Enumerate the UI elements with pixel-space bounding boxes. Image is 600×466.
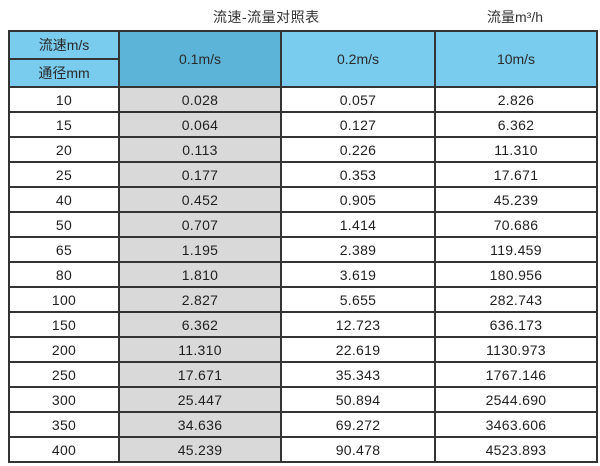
value-cell: 1.414: [280, 211, 436, 238]
value-cell: 90.478: [280, 436, 436, 463]
header-col-0.2ms: 0.2m/s: [280, 30, 436, 88]
value-cell: 11.310: [434, 136, 598, 163]
diameter-cell: 200: [8, 336, 120, 363]
value-cell: 0.177: [118, 161, 282, 188]
value-cell: 282.743: [434, 286, 598, 313]
table-row: 300 25.447 50.894 2544.690: [8, 386, 598, 413]
diameter-cell: 250: [8, 361, 120, 388]
table-row: 350 34.636 69.272 3463.606: [8, 411, 598, 438]
value-cell: 0.905: [280, 186, 436, 213]
caption-bar: 流速-流量对照表 流量m³/h: [0, 0, 600, 30]
diameter-cell: 50: [8, 211, 120, 238]
value-cell: 2.827: [118, 286, 282, 313]
value-cell: 1.810: [118, 261, 282, 288]
value-cell: 69.272: [280, 411, 436, 438]
value-cell: 1767.146: [434, 361, 598, 388]
table-row: 25 0.177 0.353 17.671: [8, 161, 598, 188]
value-cell: 0.353: [280, 161, 436, 188]
value-cell: 6.362: [118, 311, 282, 338]
diameter-cell: 20: [8, 136, 120, 163]
value-cell: 34.636: [118, 411, 282, 438]
flow-rate-table: 流速m/s 0.1m/s 0.2m/s 10m/s 通径mm 10 0.028 …: [8, 30, 598, 463]
value-cell: 70.686: [434, 211, 598, 238]
table-body: 10 0.028 0.057 2.826 15 0.064 0.127 6.36…: [8, 86, 598, 463]
value-cell: 2.826: [434, 86, 598, 113]
value-cell: 17.671: [118, 361, 282, 388]
value-cell: 0.064: [118, 111, 282, 138]
value-cell: 0.028: [118, 86, 282, 113]
corner-cell-diameter: 通径mm: [8, 58, 120, 88]
value-cell: 636.173: [434, 311, 598, 338]
value-cell: 5.655: [280, 286, 436, 313]
header-col-10ms: 10m/s: [434, 30, 598, 88]
value-cell: 180.956: [434, 261, 598, 288]
corner-cell-velocity: 流速m/s: [8, 30, 120, 60]
diameter-cell: 350: [8, 411, 120, 438]
value-cell: 35.343: [280, 361, 436, 388]
flow-rate-unit-label: 流量m³/h: [487, 9, 543, 25]
header-row-top: 流速m/s 0.1m/s 0.2m/s 10m/s: [8, 30, 598, 88]
header-row-bottom: 通径mm: [8, 58, 597, 88]
diameter-cell: 25: [8, 161, 120, 188]
value-cell: 0.707: [118, 211, 282, 238]
diameter-cell: 65: [8, 236, 120, 263]
value-cell: 2.389: [280, 236, 436, 263]
table-title: 流速-流量对照表: [213, 9, 320, 25]
table-row: 100 2.827 5.655 282.743: [8, 286, 598, 313]
value-cell: 25.447: [118, 386, 282, 413]
table-row: 40 0.452 0.905 45.239: [8, 186, 598, 213]
value-cell: 0.452: [118, 186, 282, 213]
table-row: 65 1.195 2.389 119.459: [8, 236, 598, 263]
value-cell: 11.310: [118, 336, 282, 363]
table-row: 250 17.671 35.343 1767.146: [8, 361, 598, 388]
table-row: 400 45.239 90.478 4523.893: [8, 436, 598, 463]
value-cell: 45.239: [434, 186, 598, 213]
value-cell: 0.113: [118, 136, 282, 163]
value-cell: 4523.893: [434, 436, 598, 463]
diameter-cell: 80: [8, 261, 120, 288]
value-cell: 17.671: [434, 161, 598, 188]
value-cell: 45.239: [118, 436, 282, 463]
value-cell: 2544.690: [434, 386, 598, 413]
value-cell: 0.057: [280, 86, 436, 113]
table-row: 200 11.310 22.619 1130.973: [8, 336, 598, 363]
value-cell: 1.195: [118, 236, 282, 263]
value-cell: 3.619: [280, 261, 436, 288]
value-cell: 22.619: [280, 336, 436, 363]
table-row: 150 6.362 12.723 636.173: [8, 311, 598, 338]
value-cell: 3463.606: [434, 411, 598, 438]
diameter-cell: 15: [8, 111, 120, 138]
diameter-cell: 10: [8, 86, 120, 113]
value-cell: 6.362: [434, 111, 598, 138]
diameter-cell: 150: [8, 311, 120, 338]
table-header: 流速m/s 0.1m/s 0.2m/s 10m/s 通径mm: [8, 30, 598, 88]
value-cell: 12.723: [280, 311, 436, 338]
table-row: 20 0.113 0.226 11.310: [8, 136, 598, 163]
diameter-cell: 400: [8, 436, 120, 463]
table-row: 15 0.064 0.127 6.362: [8, 111, 598, 138]
diameter-cell: 100: [8, 286, 120, 313]
value-cell: 119.459: [434, 236, 598, 263]
value-cell: 50.894: [280, 386, 436, 413]
table-row: 80 1.810 3.619 180.956: [8, 261, 598, 288]
diameter-cell: 300: [8, 386, 120, 413]
value-cell: 0.127: [280, 111, 436, 138]
header-col-0.1ms: 0.1m/s: [118, 30, 282, 88]
value-cell: 1130.973: [434, 336, 598, 363]
value-cell: 0.226: [280, 136, 436, 163]
diameter-cell: 40: [8, 186, 120, 213]
table-row: 50 0.707 1.414 70.686: [8, 211, 598, 238]
table-row: 10 0.028 0.057 2.826: [8, 86, 598, 113]
